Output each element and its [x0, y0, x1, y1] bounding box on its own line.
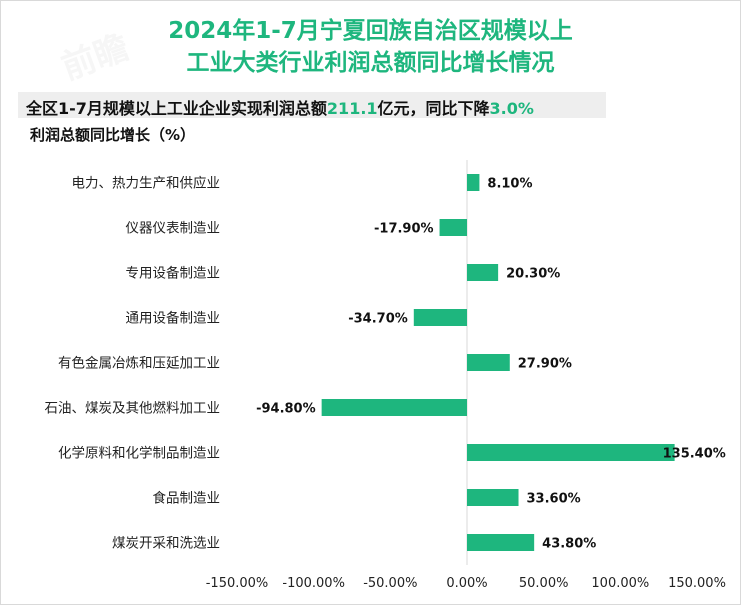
- bar-0: [467, 174, 480, 191]
- bar-7: [467, 489, 519, 506]
- x-tick-label-2: -50.00%: [363, 576, 417, 591]
- category-label-6: 化学原料和化学制品制造业: [58, 446, 220, 462]
- value-label-6: 135.40%: [663, 447, 726, 462]
- value-label-7: 33.60%: [527, 492, 581, 507]
- category-label-0: 电力、热力生产和供应业: [72, 175, 221, 192]
- chart-title-line2: 工业大类行业利润总额同比增长情况: [186, 50, 555, 76]
- category-label-3: 通用设备制造业: [126, 310, 221, 327]
- x-tick-label-4: 50.00%: [519, 576, 569, 591]
- bar-1: [439, 219, 467, 236]
- value-label-4: 27.90%: [518, 357, 572, 372]
- subtitle: 全区1-7月规模以上工业企业实现利润总额211.1亿元，同比下降3.0%: [26, 95, 534, 119]
- x-tick-label-0: -150.00%: [206, 576, 269, 591]
- category-label-5: 石油、煤炭及其他燃料加工业: [45, 400, 221, 417]
- value-label-1: -17.90%: [374, 222, 434, 237]
- subtitle-middle: 亿元，同比下降: [377, 99, 490, 118]
- chart-title-line1: 2024年1-7月宁夏回族自治区规模以上: [168, 18, 573, 44]
- value-label-2: 20.30%: [506, 267, 560, 282]
- bar-8: [467, 534, 535, 551]
- value-label-5: -94.80%: [256, 402, 316, 417]
- unit-label: 利润总额同比增长（%）: [30, 126, 196, 144]
- subtitle-background: [18, 92, 606, 118]
- category-label-1: 仪器仪表制造业: [126, 221, 221, 237]
- value-label-8: 43.80%: [542, 537, 596, 552]
- x-tick-label-1: -100.00%: [282, 576, 345, 591]
- category-label-7: 食品制造业: [153, 490, 221, 507]
- x-tick-label-5: 100.00%: [591, 576, 649, 591]
- subtitle-value: 211.1: [326, 99, 378, 118]
- bar-2: [467, 264, 499, 281]
- value-label-3: -34.70%: [348, 312, 408, 327]
- x-tick-label-6: 150.00%: [668, 576, 726, 591]
- category-label-2: 专用设备制造业: [126, 265, 221, 282]
- x-tick-label-3: 0.00%: [446, 576, 487, 591]
- bar-3: [413, 309, 467, 326]
- subtitle-prefix: 全区1-7月规模以上工业企业实现利润总额: [26, 99, 327, 118]
- bar-6: [467, 444, 675, 461]
- bar-4: [467, 354, 510, 371]
- category-label-8: 煤炭开采和洗选业: [112, 536, 220, 552]
- bar-5: [321, 399, 467, 416]
- category-label-4: 有色金属冶炼和压延加工业: [58, 355, 220, 372]
- subtitle-rate: 3.0%: [489, 99, 534, 118]
- value-label-0: 8.10%: [487, 177, 532, 192]
